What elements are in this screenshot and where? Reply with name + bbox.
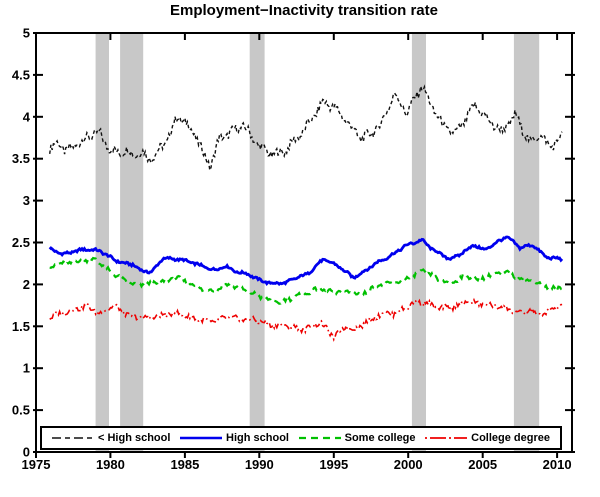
y-tick-label: 3	[23, 193, 30, 208]
y-tick-label: 5	[23, 26, 30, 41]
y-tick-label: 4.5	[12, 67, 30, 82]
x-tick-label: 1990	[245, 457, 274, 472]
y-tick-label: 1	[23, 361, 30, 376]
recession-band	[120, 33, 144, 452]
y-tick-label: 3.5	[12, 151, 30, 166]
legend-entry: Some college	[298, 432, 416, 444]
plot-border	[35, 32, 573, 453]
y-tick-label: 0.5	[12, 403, 30, 418]
series-line-some-college	[49, 256, 563, 305]
x-tick-label: 1995	[319, 457, 348, 472]
recession-band	[249, 33, 265, 452]
x-tick-label: 2010	[543, 457, 572, 472]
recession-band	[95, 33, 109, 452]
series-line-college-degree	[49, 297, 563, 342]
legend-entry: College degree	[425, 432, 550, 444]
x-tick-label: 2005	[468, 457, 497, 472]
legend-entry: < High school	[52, 432, 170, 444]
legend: < High school High school Some college Coll…	[40, 426, 562, 450]
x-tick-label: 1975	[22, 457, 51, 472]
legend-label: Some college	[344, 432, 416, 444]
legend-label: < High school	[98, 432, 171, 444]
legend-line-sample	[180, 436, 223, 440]
x-tick-label: 1980	[96, 457, 125, 472]
chart-title: Employment−Inactivity transition rate	[170, 2, 438, 19]
y-tick-label: 0	[23, 445, 30, 460]
y-tick-label: 2	[23, 277, 30, 292]
recession-band	[513, 33, 540, 452]
y-tick-label: 1.5	[12, 319, 30, 334]
series-line-high-school	[48, 235, 564, 287]
legend-line-sample	[425, 437, 468, 439]
legend-label: College degree	[471, 432, 550, 444]
y-tick-label: 2.5	[12, 235, 30, 250]
legend-line-sample	[298, 436, 341, 440]
legend-line-sample	[52, 437, 94, 439]
x-tick-label: 1985	[170, 457, 199, 472]
y-tick-label: 4	[23, 109, 31, 124]
legend-label: High school	[226, 432, 289, 444]
x-tick-label: 2000	[394, 457, 423, 472]
legend-entry: High school	[180, 432, 289, 444]
